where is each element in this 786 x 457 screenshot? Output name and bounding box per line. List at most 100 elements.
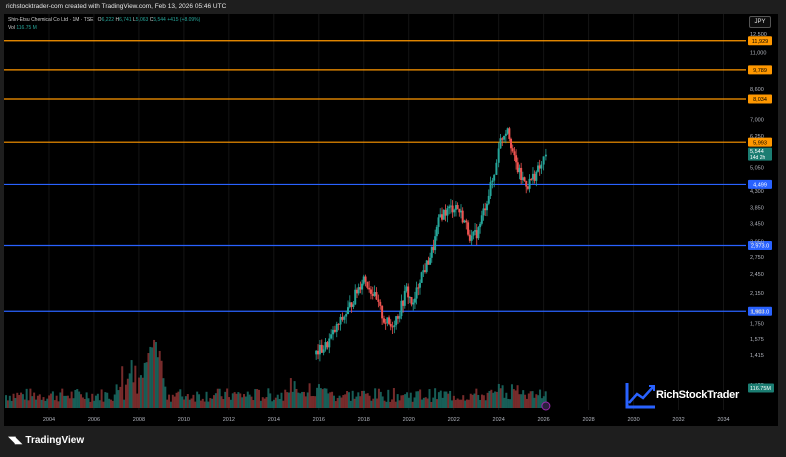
candle-body bbox=[489, 182, 492, 196]
volume-bar bbox=[184, 396, 187, 408]
y-tick-label: 12,500 bbox=[750, 32, 767, 38]
volume-bar bbox=[132, 382, 135, 408]
volume-bar bbox=[342, 395, 345, 408]
candle-body bbox=[324, 342, 327, 350]
open-value: 6,222 bbox=[101, 17, 115, 23]
candle-body bbox=[540, 164, 543, 169]
volume-bar bbox=[231, 393, 234, 408]
volume-bar bbox=[272, 399, 275, 408]
volume-bar bbox=[222, 399, 225, 408]
volume-bar bbox=[535, 394, 538, 408]
candle-body bbox=[470, 235, 473, 241]
volume-bar bbox=[115, 384, 118, 408]
volume-bar bbox=[286, 392, 289, 408]
currency-button[interactable]: JPY bbox=[749, 16, 771, 28]
candle-body bbox=[479, 223, 482, 228]
candle-body bbox=[330, 334, 333, 339]
volume-bar bbox=[81, 397, 84, 408]
volume-bar bbox=[121, 366, 124, 408]
candle-body bbox=[420, 272, 423, 283]
volume-bar bbox=[473, 393, 476, 408]
volume-bar bbox=[214, 393, 217, 408]
candle-countdown: 14d 2h bbox=[750, 155, 766, 161]
volume-bar bbox=[113, 394, 116, 408]
candle-body bbox=[362, 276, 365, 284]
x-tick-label: 2032 bbox=[672, 417, 684, 423]
volume-bar bbox=[321, 389, 324, 408]
x-tick-label: 2030 bbox=[627, 417, 639, 423]
candle-body bbox=[415, 287, 418, 299]
candle-body bbox=[544, 154, 547, 157]
volume-bar bbox=[417, 391, 420, 408]
y-tick-label: 2,750 bbox=[750, 255, 764, 261]
volume-bar bbox=[364, 393, 367, 408]
y-tick-label: 8,600 bbox=[750, 87, 764, 93]
volume-bar bbox=[239, 393, 242, 408]
volume-bar bbox=[465, 399, 468, 408]
volume-bar bbox=[55, 395, 58, 408]
candle-body bbox=[361, 283, 364, 290]
candle-body bbox=[542, 156, 545, 165]
volume-bar bbox=[141, 377, 144, 408]
candle-body bbox=[364, 276, 367, 282]
candle-body bbox=[403, 290, 406, 306]
volume-bar bbox=[477, 394, 480, 408]
volume-bar bbox=[194, 401, 197, 408]
candle-body bbox=[389, 323, 392, 327]
volume-bar bbox=[450, 400, 453, 408]
volume-bar bbox=[175, 392, 178, 408]
volume-bar bbox=[276, 394, 279, 408]
candle-body bbox=[413, 298, 416, 303]
volume-bar bbox=[391, 399, 394, 408]
volume-bar bbox=[291, 391, 294, 408]
volume-bar bbox=[126, 378, 129, 408]
volume-bar bbox=[16, 392, 19, 408]
candle-body bbox=[320, 344, 323, 353]
volume-bar bbox=[25, 388, 28, 408]
volume-bar bbox=[134, 365, 137, 408]
volume-bar bbox=[188, 399, 191, 408]
volume-bar bbox=[340, 397, 343, 408]
candle-body bbox=[396, 316, 399, 319]
volume-bar bbox=[153, 339, 156, 408]
candle-body bbox=[371, 293, 374, 296]
candlestick-chart-svg[interactable]: 11,929 9,789 8,034 5,993 4,499 2,973.0 1,903.0… bbox=[4, 14, 778, 426]
volume-bar bbox=[12, 393, 15, 408]
level-tag bbox=[748, 65, 772, 75]
volume-bar bbox=[460, 399, 463, 408]
volume-bar bbox=[467, 399, 470, 408]
tradingview-logo[interactable]: ◥◣ TradingView bbox=[8, 435, 84, 446]
candle-body bbox=[339, 316, 342, 325]
x-tick-label: 2034 bbox=[717, 417, 729, 423]
volume-bar bbox=[396, 394, 399, 408]
volume-bar bbox=[42, 397, 45, 408]
x-tick-label: 2024 bbox=[493, 417, 505, 423]
candle-body bbox=[516, 162, 519, 173]
volume-bar bbox=[346, 390, 349, 408]
candle-body bbox=[474, 230, 477, 232]
volume-bar bbox=[488, 390, 491, 408]
level-tag-label: 5,993 bbox=[753, 140, 767, 146]
volume-bar bbox=[160, 360, 163, 408]
volume-bar bbox=[149, 346, 152, 408]
volume-bar bbox=[499, 388, 502, 408]
volume-bar bbox=[381, 396, 384, 408]
volume-bar bbox=[139, 375, 142, 408]
volume-bar bbox=[72, 398, 75, 408]
candle-body bbox=[446, 208, 449, 216]
candle-body bbox=[335, 323, 338, 332]
volume-bar bbox=[357, 392, 360, 408]
volume-bar bbox=[480, 394, 483, 408]
volume-bar bbox=[147, 353, 150, 408]
volume-bar bbox=[439, 390, 442, 408]
candle-body bbox=[322, 349, 325, 353]
volume-bar bbox=[83, 398, 86, 408]
price-chart[interactable]: 11,929 9,789 8,034 5,993 4,499 2,973.0 1,903.0… bbox=[4, 14, 778, 426]
volume-bar bbox=[51, 391, 54, 408]
volume-bar bbox=[295, 388, 298, 408]
volume-bar bbox=[274, 397, 277, 408]
volume-bar bbox=[432, 397, 435, 408]
volume-bar bbox=[362, 390, 365, 408]
volume-bar bbox=[123, 399, 126, 408]
volume-bar bbox=[366, 393, 369, 408]
